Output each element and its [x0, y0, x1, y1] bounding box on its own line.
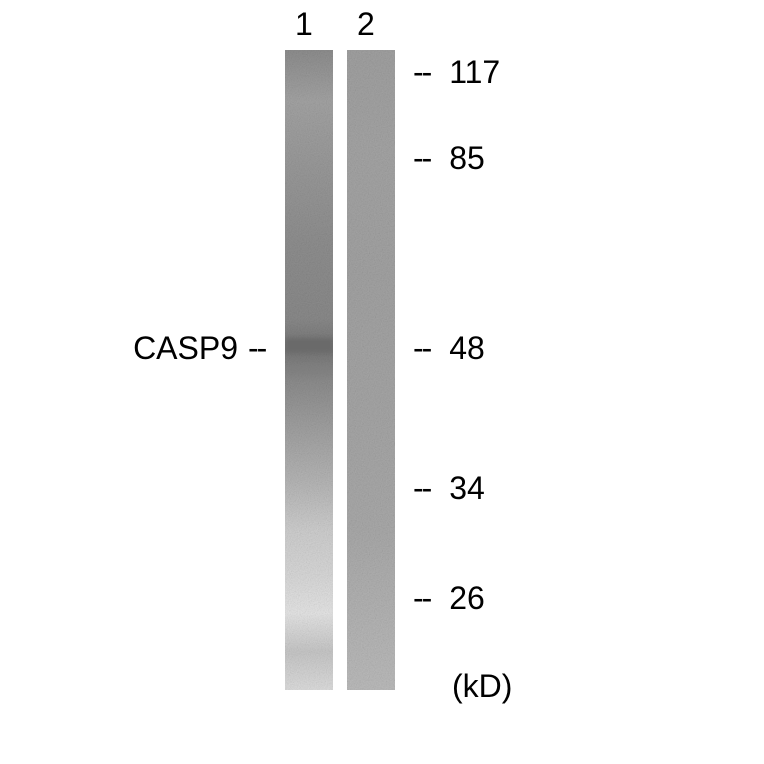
lane2-grain — [347, 50, 395, 690]
marker-tick: -- — [413, 140, 430, 176]
blot-lane-1 — [285, 50, 333, 690]
mw-marker-48: -- 48 — [413, 330, 485, 367]
unit-label: (kD) — [452, 668, 512, 705]
lane1-faint-band — [285, 365, 333, 375]
lane1-primary-band — [285, 338, 333, 352]
marker-value: 117 — [440, 54, 500, 90]
protein-label-tick: -- — [248, 330, 265, 367]
marker-value: 85 — [440, 140, 484, 176]
marker-value: 26 — [440, 580, 484, 616]
lane-label-1: 1 — [295, 6, 313, 43]
marker-value: 48 — [440, 330, 484, 366]
marker-value: 34 — [440, 470, 484, 506]
mw-marker-85: -- 85 — [413, 140, 485, 177]
marker-tick: -- — [413, 54, 430, 90]
mw-marker-26: -- 26 — [413, 580, 485, 617]
western-blot-figure: 1 2 CASP9 -- -- 117-- 85-- 48-- 34-- 26 … — [0, 0, 764, 764]
marker-tick: -- — [413, 470, 430, 506]
mw-marker-117: -- 117 — [413, 54, 500, 91]
lane-label-2: 2 — [357, 6, 375, 43]
blot-lane-2 — [347, 50, 395, 690]
marker-tick: -- — [413, 330, 430, 366]
marker-tick: -- — [413, 580, 430, 616]
protein-name-label: CASP9 — [133, 330, 238, 367]
mw-marker-34: -- 34 — [413, 470, 485, 507]
